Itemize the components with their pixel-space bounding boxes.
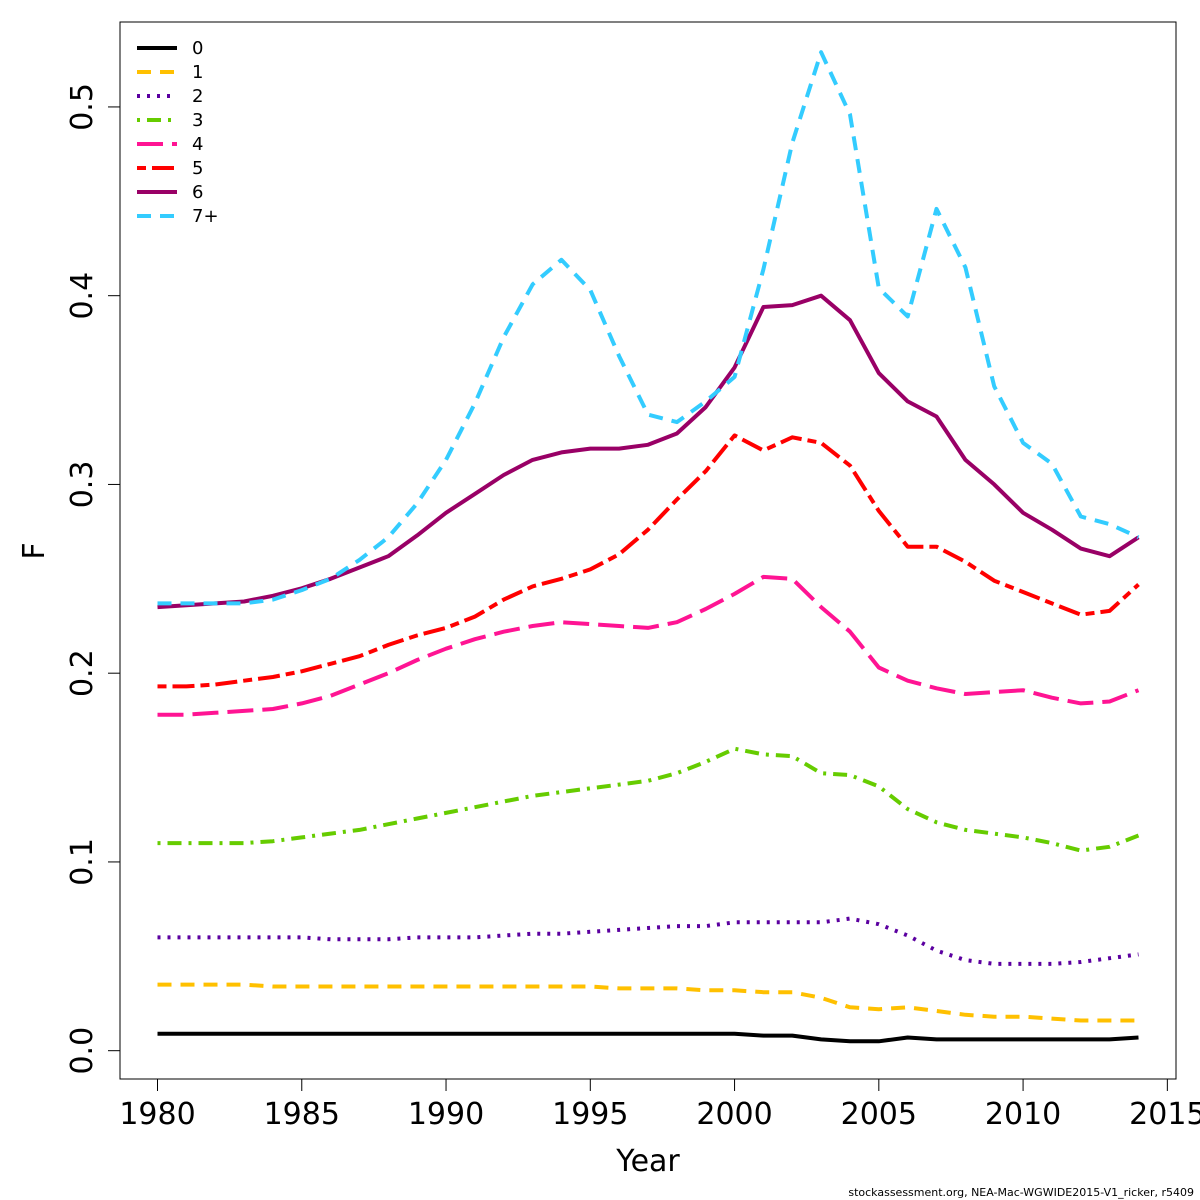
x-tick-label: 2005 xyxy=(841,1097,917,1132)
legend-label: 7+ xyxy=(192,206,219,227)
x-tick-label: 2015 xyxy=(1129,1097,1200,1132)
y-tick-label: 0.4 xyxy=(65,272,100,320)
y-axis: 0.0 0.1 0.2 0.3 0.4 0.5 xyxy=(65,83,121,1075)
series-line-2 xyxy=(157,916,1139,966)
x-tick-label: 1980 xyxy=(119,1097,195,1132)
series-line-6 xyxy=(157,293,1140,610)
y-tick-label: 0.5 xyxy=(65,83,100,131)
x-axis: 1980 1985 1990 1995 2000 2005 2010 2015 xyxy=(119,1078,1200,1132)
legend-label: 6 xyxy=(192,182,203,203)
legend-label: 0 xyxy=(192,38,203,59)
series-line-3 xyxy=(157,746,1140,853)
x-tick-label: 1995 xyxy=(552,1097,628,1132)
y-tick-label: 0.3 xyxy=(65,461,100,509)
y-tick-label: 0.1 xyxy=(65,838,100,886)
x-tick-label: 1990 xyxy=(408,1097,484,1132)
legend-label: 5 xyxy=(192,158,203,179)
legend: 0 1 2 3 4 5 6 7+ xyxy=(137,38,219,227)
series-line-5 xyxy=(157,433,1140,689)
series-line-0 xyxy=(157,1031,1139,1044)
y-tick-label: 0.0 xyxy=(65,1027,100,1075)
x-tick-label: 2000 xyxy=(696,1097,772,1132)
plot-frame xyxy=(119,21,1177,1080)
y-axis-title: F xyxy=(17,542,52,559)
series-line-4 xyxy=(157,574,1140,717)
footer-credit: stockassessment.org, NEA-Mac-WGWIDE2015-… xyxy=(848,1186,1194,1199)
x-tick-label: 1985 xyxy=(264,1097,340,1132)
x-tick-label: 2010 xyxy=(985,1097,1061,1132)
legend-label: 1 xyxy=(192,62,203,83)
legend-label: 4 xyxy=(192,134,203,155)
series-lines xyxy=(157,50,1140,1044)
series-line-7plus xyxy=(157,50,1140,606)
x-axis-title: Year xyxy=(615,1144,680,1179)
legend-label: 2 xyxy=(192,86,203,107)
legend-label: 3 xyxy=(192,110,203,131)
series-line-1 xyxy=(157,982,1139,1023)
y-tick-label: 0.2 xyxy=(65,649,100,697)
